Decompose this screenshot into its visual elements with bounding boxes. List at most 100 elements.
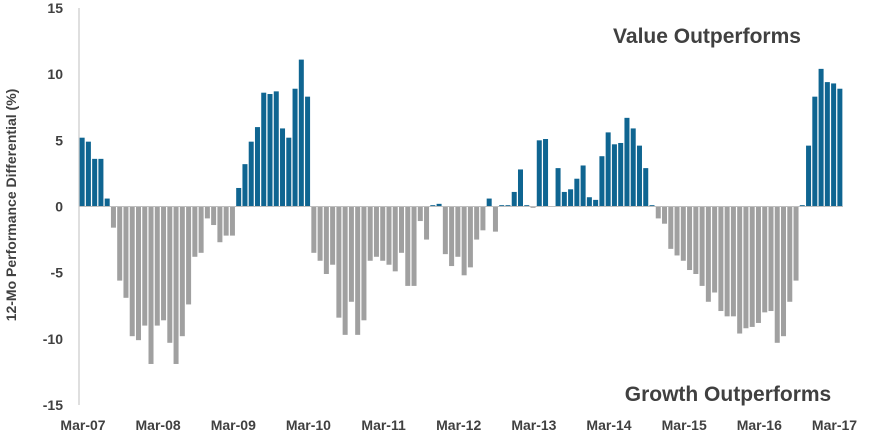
bar [280,128,286,207]
bar [323,206,329,274]
x-tick-label: Mar-11 [361,417,406,433]
y-tick-label: 10 [47,66,63,82]
bar [211,206,217,226]
bar [812,96,818,207]
bar [467,206,473,268]
bar [505,205,511,207]
bar [173,206,179,364]
bar [399,206,405,253]
bar [336,206,342,318]
value-outperforms-annotation: Value Outperforms [613,25,801,48]
bar [348,206,354,302]
bar [148,206,154,364]
bar [236,187,242,207]
bar [461,206,467,276]
bar [668,206,674,249]
bar [599,156,605,207]
bar [605,132,611,207]
bar [355,206,361,335]
bar [724,206,730,317]
bar [380,206,386,261]
bar [768,206,774,312]
growth-outperforms-annotation: Growth Outperforms [625,383,832,406]
bar [806,145,812,207]
x-tick-label: Mar-12 [436,417,481,433]
bar [705,206,711,302]
bar [680,206,686,261]
bar [517,169,523,207]
bar [442,206,448,255]
bar [154,206,160,326]
bar [474,206,480,240]
bar [161,206,167,321]
bar [837,88,843,207]
bar [305,96,311,207]
bar [123,206,129,298]
bar [624,117,630,207]
bar [561,191,567,207]
bar [198,206,204,253]
bar [186,206,192,305]
bar [530,206,536,208]
bar [204,206,210,219]
bar [424,206,430,240]
bar [486,198,492,207]
y-tick-label: 5 [55,132,63,148]
bar [242,164,248,207]
bar [511,191,517,207]
bar [649,205,655,207]
bar [292,88,298,207]
bar [536,140,542,207]
bar-series [79,59,843,364]
bar [662,206,668,224]
bar [687,206,693,271]
bar [104,198,110,207]
bar [499,205,505,207]
bar [630,128,636,207]
bar [392,206,398,272]
bar [267,94,273,207]
bar [317,206,323,261]
bar [217,206,223,243]
x-tick-label: Mar-15 [662,417,707,433]
bar [298,59,304,207]
bar [167,206,173,343]
bar [712,206,718,293]
bar [330,206,336,265]
bar [110,206,116,228]
bar [543,139,549,207]
bar [568,189,574,207]
bar [730,206,736,317]
bar [449,206,455,267]
bar [737,206,743,334]
bar [273,91,279,207]
y-tick-labels: 15 10 5 0 -5 -10 -15 [43,0,63,413]
bar [774,206,780,343]
bar [693,206,699,274]
bar [636,145,642,207]
bar [92,158,98,207]
bar [586,197,592,207]
bar [799,205,805,207]
y-tick-label: 15 [47,0,63,16]
bar [618,142,624,207]
bar [129,206,135,337]
bar [480,206,486,231]
bar [430,205,436,207]
bar [492,206,498,232]
bar [743,206,749,329]
bar [254,127,260,207]
x-tick-label: Mar-16 [737,417,782,433]
bar [142,206,148,326]
bar [117,206,123,281]
bar [135,206,141,341]
bar [793,206,799,281]
bar [555,168,561,207]
y-axis-label: 12-Mo Performance Differential (%) [3,89,19,322]
bar [818,68,824,207]
bar [79,137,85,207]
bar [192,206,198,257]
bar [718,206,724,312]
bar [655,206,661,219]
